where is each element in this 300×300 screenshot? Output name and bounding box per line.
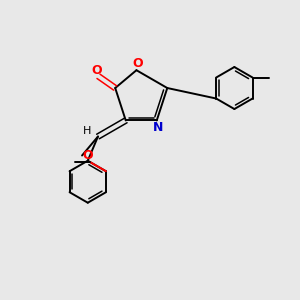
Text: N: N	[153, 121, 164, 134]
Text: O: O	[83, 149, 93, 162]
Text: O: O	[133, 57, 143, 70]
Text: H: H	[83, 126, 91, 136]
Text: O: O	[91, 64, 102, 77]
